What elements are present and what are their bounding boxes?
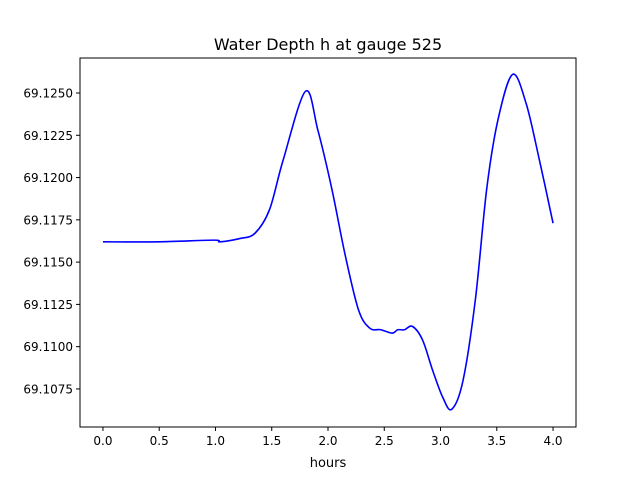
y-tick-label: 69.1200: [23, 171, 73, 185]
series-group: [102, 73, 554, 411]
y-tick-label: 69.1075: [23, 382, 73, 396]
x-tick-label: 1.0: [206, 434, 225, 448]
y-tick-label: 69.1125: [23, 298, 73, 312]
y-tick-label: 69.1225: [23, 129, 73, 143]
x-tick-label: 4.0: [543, 434, 562, 448]
x-axis-label: hours: [310, 456, 347, 471]
y-axis: 69.1075 69.1100 69.1125 69.1150 69.1175 69.12…: [23, 87, 80, 396]
y-tick-label: 69.1250: [23, 87, 73, 101]
x-tick-label: 3.0: [431, 434, 450, 448]
x-tick-label: 2.0: [318, 434, 337, 448]
x-tick-label: 1.5: [262, 434, 281, 448]
x-tick-label: 3.5: [487, 434, 506, 448]
y-tick-label: 69.1100: [23, 340, 73, 354]
chart-title: Water Depth h at gauge 525: [214, 35, 442, 54]
series-line-h: [102, 73, 554, 411]
y-tick-label: 69.1175: [23, 213, 73, 227]
x-tick-label: 0.5: [150, 434, 169, 448]
y-tick-label: 69.1150: [23, 256, 73, 270]
x-tick-label: 2.5: [375, 434, 394, 448]
x-axis: 0.0 0.5 1.0 1.5 2.0 2.5 3.0 3.5 4.0: [93, 427, 563, 448]
x-tick-label: 0.0: [93, 434, 112, 448]
